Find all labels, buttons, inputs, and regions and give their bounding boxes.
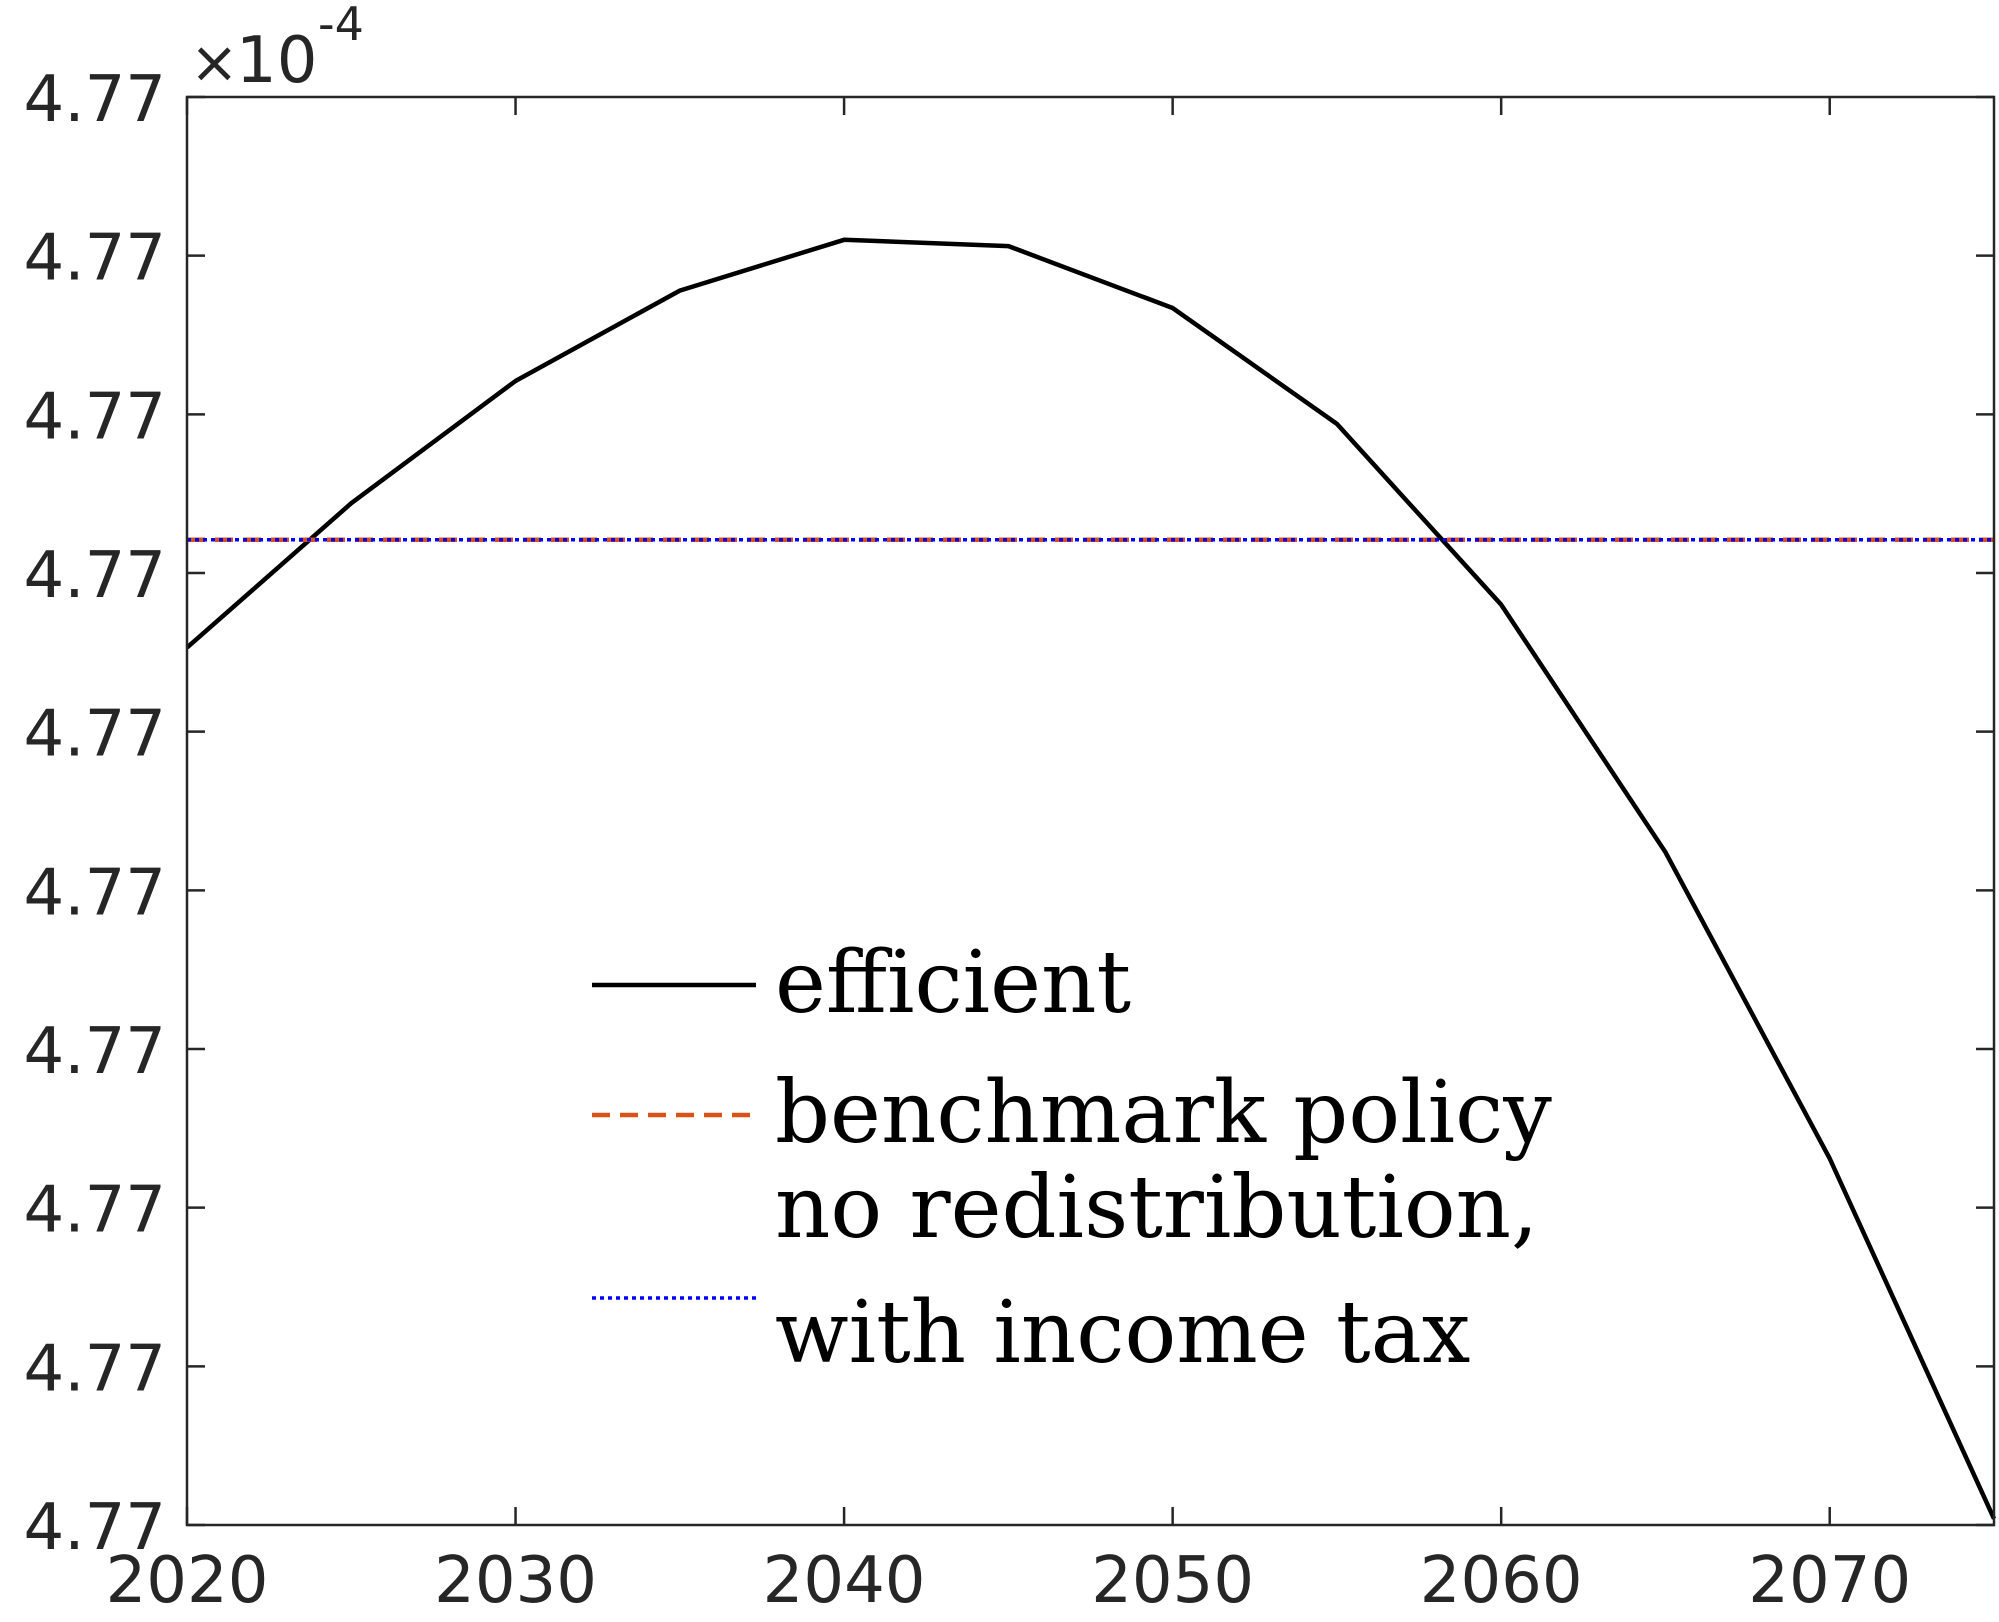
y-tick-label: 4.77 [24,856,167,930]
y-tick-label: 4.77 [24,63,167,137]
x-tick-label: 2060 [1420,1544,1583,1618]
multiplier-base: 10 [236,24,317,98]
y-tick-label: 4.77 [24,698,167,772]
y-tick-label: 4.77 [24,1174,167,1248]
y-tick-label: 4.77 [24,1332,167,1406]
legend-label: efficient [775,933,1131,1033]
x-tick-label: 2030 [434,1544,597,1618]
axes-box [185,95,1996,1527]
x-tick-label: 2040 [763,1544,926,1618]
x-tick-label: 2070 [1748,1544,1911,1618]
y-tick-label: 4.77 [24,222,167,296]
y-tick-label: 4.77 [24,1015,167,1089]
plot-area [187,97,1994,1525]
y-axis-multiplier: × 10 -4 [190,0,364,98]
axes-layer [185,95,1996,1527]
multiplier-exponent: -4 [318,0,364,51]
ticks-layer: 2020 2030 2040 2050 2060 2070 4.77 4.77 4.77 4.77… [24,63,1994,1618]
y-tick-label: 4.77 [24,380,167,454]
plot-background [187,97,1994,1525]
multiplier-times: × [190,28,239,96]
y-tick-label: 4.77 [24,1491,167,1565]
series-layer [185,237,1997,1520]
legend-label: no redistribution, [775,1158,1538,1258]
y-tick-label: 4.77 [24,539,167,613]
legend-label: with income tax [775,1283,1470,1383]
x-tick-label: 2050 [1091,1544,1254,1618]
series-line-0 [185,237,1997,1520]
x-tick-label: 2020 [106,1544,269,1618]
legend-label: benchmark policy [775,1063,1552,1163]
